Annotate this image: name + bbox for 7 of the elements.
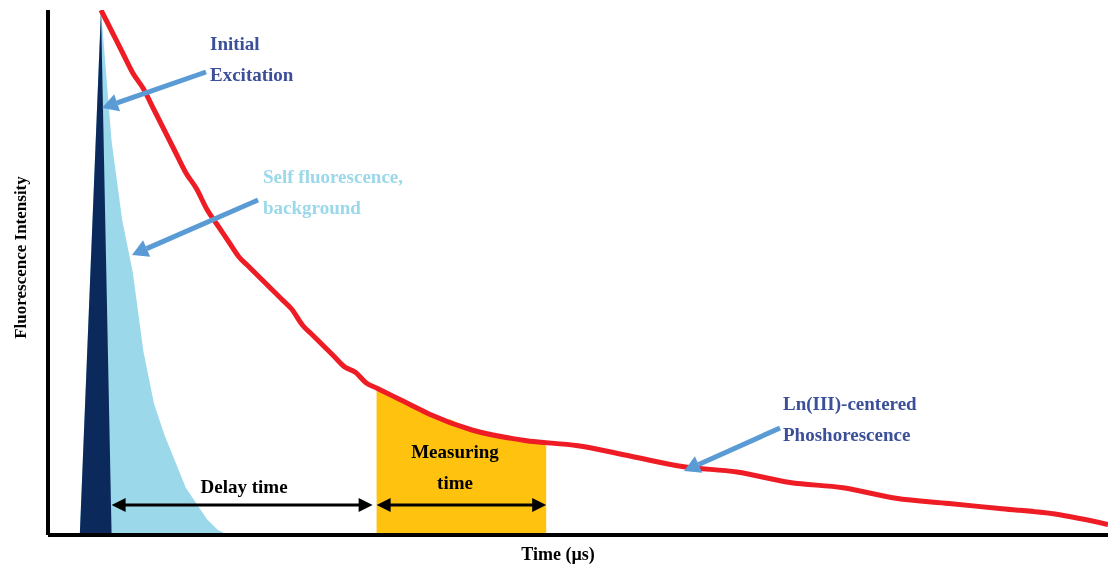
text: Initial Excitation: [210, 33, 294, 85]
series-label: Measuring time: [411, 441, 500, 493]
text: Self fluorescence, background: [263, 166, 404, 218]
y-axis-title: Fluorescence Intensity: [10, 175, 30, 339]
annotation: Delay time: [200, 476, 288, 497]
x-axis-title: Time (µs): [521, 544, 595, 565]
series-label: Ln(III)-centered Phoshorescence: [783, 393, 918, 445]
